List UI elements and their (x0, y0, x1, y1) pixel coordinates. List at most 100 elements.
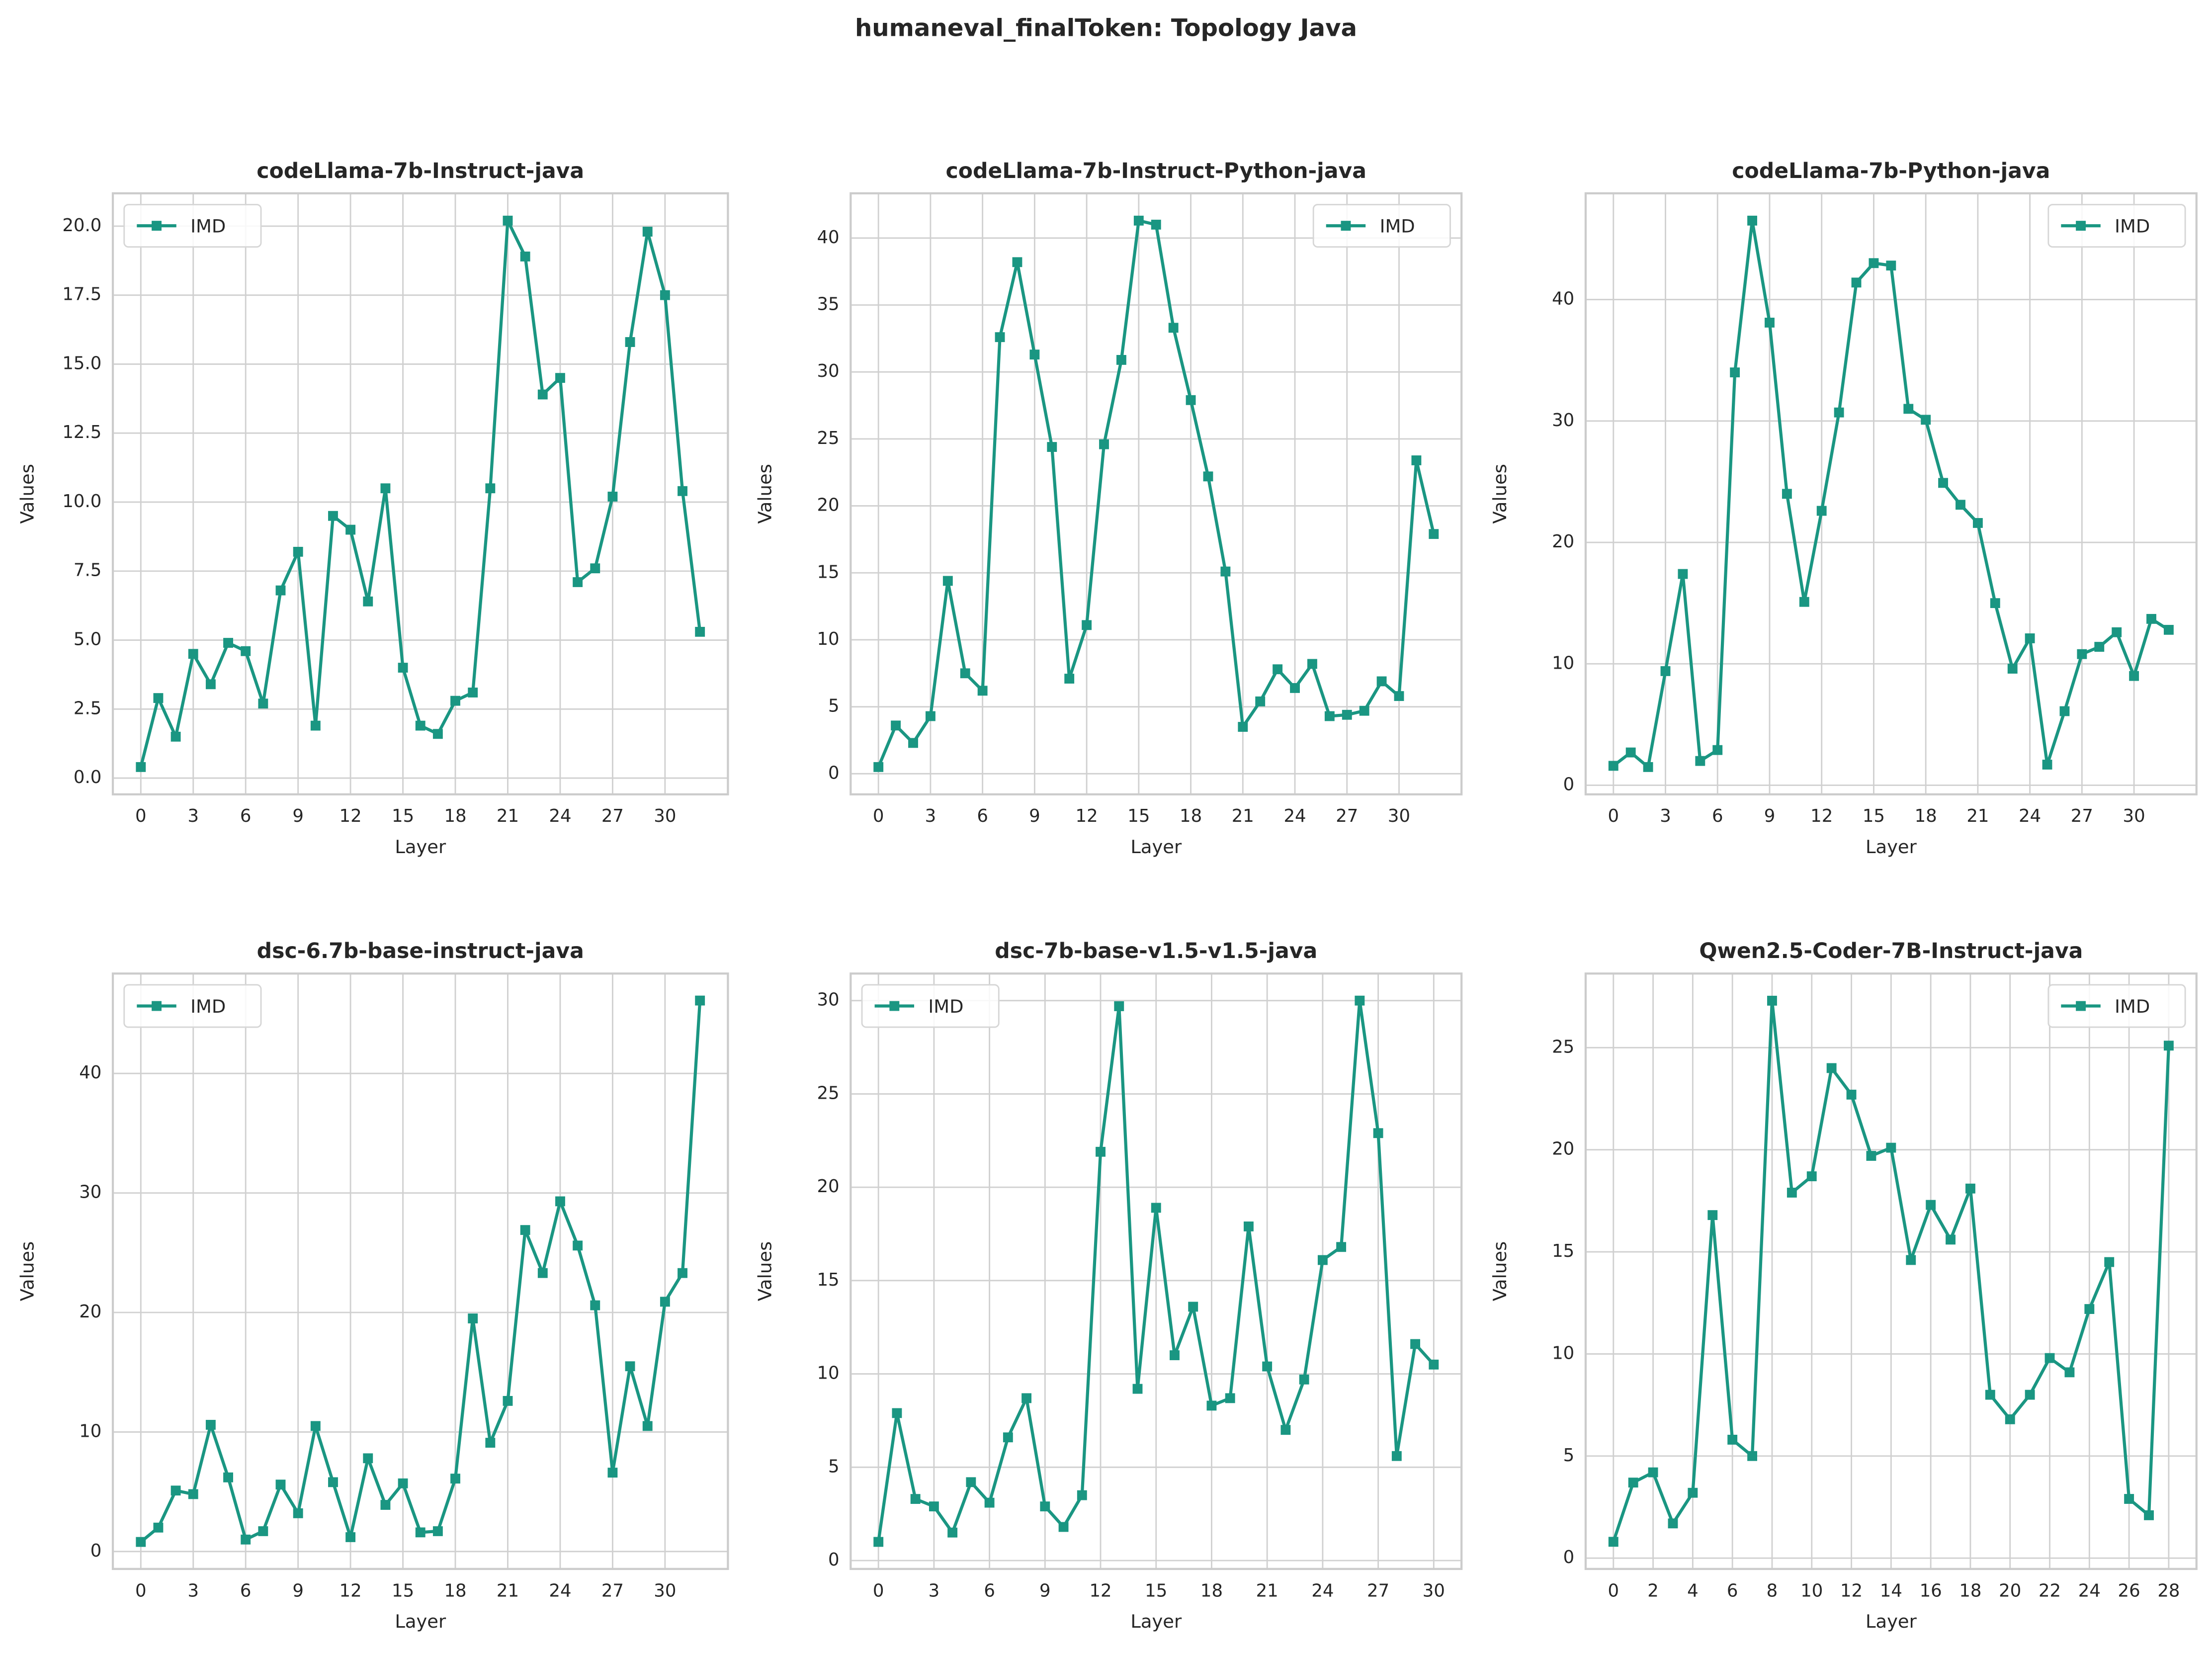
x-tick-label: 20 (1999, 1580, 2021, 1601)
x-tick-label: 22 (2039, 1580, 2061, 1601)
marker (2077, 649, 2087, 659)
x-tick-label: 27 (601, 1580, 624, 1601)
x-axis-label: Layer (395, 1611, 446, 1632)
marker (1040, 1501, 1050, 1512)
x-tick-label: 3 (929, 1580, 940, 1601)
marker (1747, 215, 1757, 226)
marker (241, 646, 251, 656)
x-tick-label: 18 (1180, 806, 1202, 826)
marker (607, 1468, 618, 1478)
marker (590, 563, 600, 574)
legend-marker (1341, 221, 1351, 231)
marker (590, 1300, 600, 1310)
x-tick-label: 14 (1880, 1580, 1902, 1601)
marker (170, 1485, 181, 1496)
marker (873, 1537, 884, 1547)
y-tick-label: 2.5 (74, 698, 101, 718)
marker (328, 1477, 338, 1487)
plot-area (113, 193, 728, 794)
marker (1747, 1451, 1757, 1461)
marker (1765, 318, 1775, 328)
marker (1029, 349, 1040, 360)
y-tick-label: 20 (817, 1176, 839, 1197)
marker (345, 1532, 356, 1542)
marker (1220, 566, 1231, 577)
x-tick-label: 12 (1840, 1580, 1863, 1601)
x-tick-label: 2 (1647, 1580, 1659, 1601)
x-tick-label: 30 (654, 806, 676, 826)
marker (1082, 620, 1092, 630)
marker (1170, 1350, 1180, 1360)
axes-frame (111, 192, 729, 795)
x-tick-label: 21 (1966, 806, 1989, 826)
marker (2094, 642, 2105, 652)
x-tick-label: 26 (2118, 1580, 2140, 1601)
x-tick-label: 28 (2157, 1580, 2180, 1601)
x-tick-label: 24 (1311, 1580, 1334, 1601)
y-tick-label: 10 (79, 1421, 101, 1441)
marker (2044, 1353, 2055, 1363)
marker (1299, 1374, 1309, 1385)
marker (1188, 1302, 1198, 1312)
marker (432, 1526, 443, 1536)
x-tick-label: 6 (1727, 1580, 1738, 1601)
marker (660, 290, 670, 300)
marker (947, 1527, 958, 1538)
marker (1238, 722, 1248, 732)
x-tick-label: 4 (1687, 1580, 1699, 1601)
marker (345, 524, 356, 535)
marker (1021, 1393, 1032, 1403)
y-tick-label: 35 (817, 294, 839, 314)
marker (293, 1508, 303, 1518)
x-tick-label: 0 (1608, 806, 1619, 826)
marker (2064, 1367, 2075, 1378)
marker (1290, 683, 1300, 693)
subplot-title: codeLlama-7b-Instruct-Python-java (946, 159, 1366, 183)
marker (205, 1420, 216, 1430)
marker (415, 1527, 425, 1538)
marker (293, 546, 303, 557)
marker (380, 1500, 391, 1510)
axes-frame (111, 972, 729, 1570)
y-tick-label: 20 (1552, 531, 1574, 552)
legend-marker (2076, 221, 2086, 231)
marker (1926, 1200, 1936, 1210)
x-tick-label: 6 (1712, 806, 1723, 826)
marker (1244, 1221, 1254, 1231)
y-tick-label: 30 (1552, 410, 1574, 431)
marker (1946, 1234, 1956, 1245)
x-tick-label: 3 (925, 806, 936, 826)
x-tick-label: 0 (135, 806, 147, 826)
x-tick-label: 15 (392, 1580, 414, 1601)
marker (223, 1472, 233, 1483)
marker (1099, 439, 1109, 449)
marker (960, 668, 970, 679)
x-tick-label: 0 (873, 1580, 884, 1601)
plot-area (113, 973, 728, 1569)
marker (1643, 762, 1653, 772)
marker (977, 686, 988, 696)
subplot-title: codeLlama-7b-Python-java (1732, 159, 2050, 183)
marker (1990, 598, 2000, 609)
marker (1648, 1467, 1658, 1478)
x-tick-label: 6 (240, 806, 252, 826)
marker (1096, 1146, 1106, 1157)
x-tick-label: 15 (1127, 806, 1150, 826)
marker (1307, 659, 1317, 669)
marker (891, 720, 901, 731)
marker (1767, 995, 1777, 1006)
marker (1688, 1487, 1698, 1498)
marker (2084, 1304, 2095, 1314)
marker (573, 1240, 583, 1251)
legend-box (2047, 204, 2186, 248)
x-tick-label: 24 (1283, 806, 1306, 826)
y-tick-label: 15 (1552, 1241, 1574, 1261)
marker (1394, 691, 1404, 701)
marker (1965, 1183, 1975, 1194)
marker (1730, 367, 1740, 378)
marker (432, 729, 443, 739)
x-tick-label: 27 (1367, 1580, 1389, 1601)
y-tick-label: 0 (828, 1550, 840, 1570)
marker (1324, 711, 1335, 721)
marker (1262, 1361, 1273, 1372)
